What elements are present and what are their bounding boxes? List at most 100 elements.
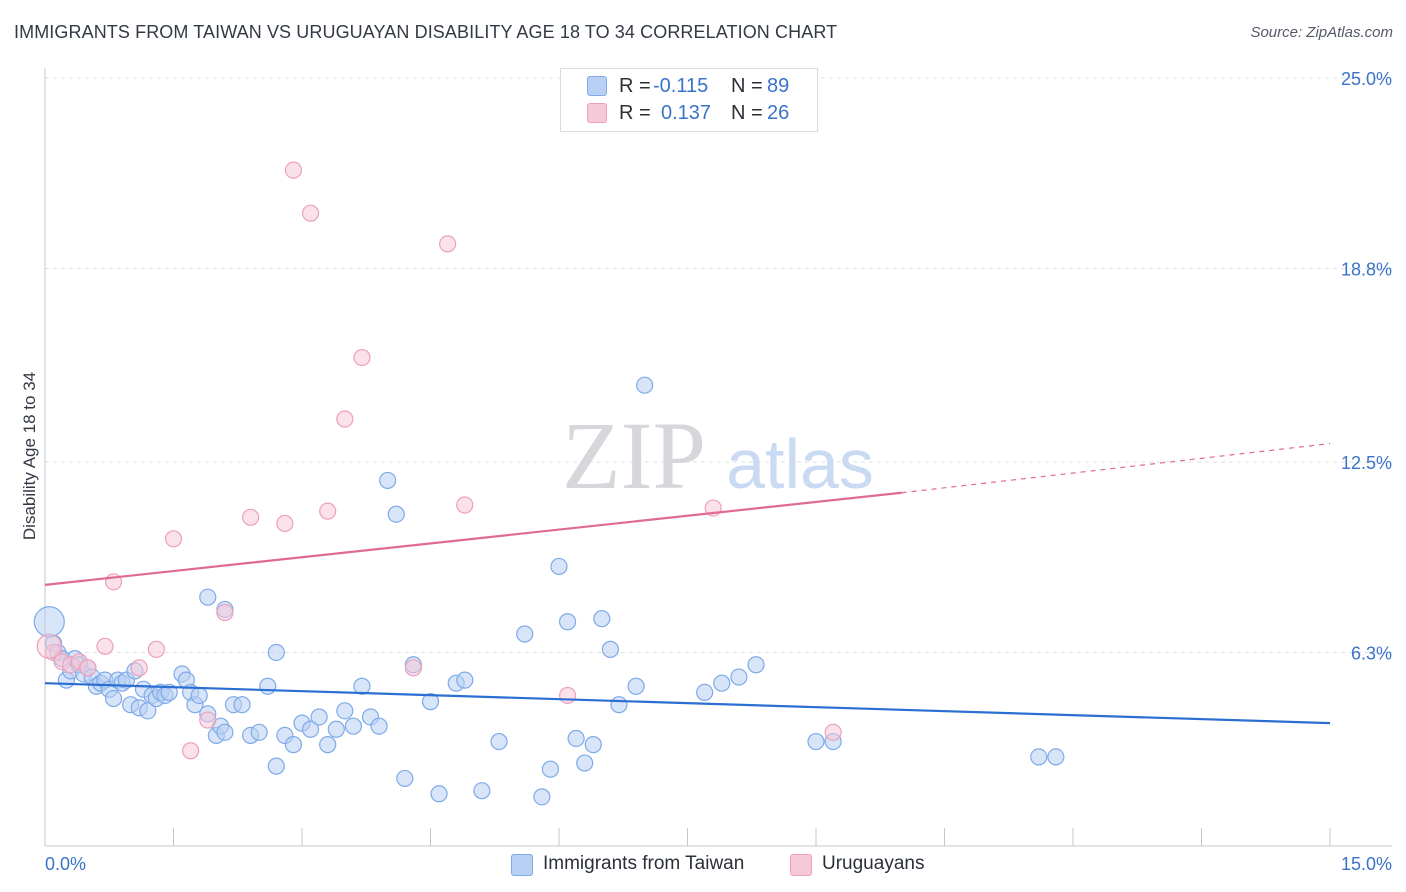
legend-n-value-uruguayans: 26 [767,102,790,124]
axes [44,68,1392,847]
taiwan-point-86 [199,588,217,606]
taiwan-point-54 [370,717,388,735]
uruguayans-point-7 [130,659,148,677]
taiwan-point-38 [233,696,251,714]
uruguayans-point-22 [456,496,474,514]
taiwan-point-62 [456,671,474,689]
uruguayans-point-cluster [36,633,62,659]
taiwan-point-81 [747,656,765,674]
uruguayans-point-11 [199,711,217,729]
taiwan-point-47 [310,708,328,726]
uruguayans-point-5 [96,637,114,655]
legend-n-label: N = [731,75,763,97]
chart-title: IMMIGRANTS FROM TAIWAN VS URUGUAYAN DISA… [14,22,838,42]
x-tick-label-min: 0.0% [45,854,86,874]
watermark-zip: ZIP [562,402,706,509]
uruguayans-point-19 [353,348,371,367]
legend-r-label: R = [619,102,651,124]
uruguayans-point-14 [276,514,294,533]
bottom-legend-label-taiwan: Immigrants from Taiwan [543,853,745,874]
taiwan-point-80 [730,668,748,686]
taiwan-point-69 [558,613,577,631]
taiwan-point-42 [267,757,285,775]
taiwan-point-76 [627,677,645,695]
y-axis-label: Disability Age 18 to 34 [20,371,39,541]
uruguayans-point-9 [164,530,183,548]
taiwan-point-50 [336,702,354,720]
uruguayans-point-13 [242,508,260,526]
uruguayans-point-20 [404,659,422,677]
grid-lines [45,77,1392,653]
taiwan-point-75 [610,696,628,714]
taiwan-point-36 [216,723,234,741]
bottom-legend-swatch-taiwan [511,854,533,876]
taiwan-point-59 [421,693,440,711]
y-tick-label-1: 12.5% [1341,453,1392,473]
taiwan-point-48 [319,736,337,754]
watermark-atlas: atlas [726,425,874,503]
taiwan-point-46 [301,720,320,738]
uruguayans-point-15 [284,161,303,179]
taiwan-point-78 [696,683,714,702]
taiwan-point-57 [396,769,414,788]
chart-source: Source: ZipAtlas.com [1250,24,1393,41]
uruguayans-point-16 [301,204,320,222]
taiwan-point-41 [259,677,277,695]
x-tick-label-max: 15.0% [1341,854,1392,874]
uruguayans-point-25 [824,723,842,741]
y-tick-label-0: 6.3% [1351,643,1392,663]
taiwan-point-74 [601,640,620,658]
legend-r-value-taiwan: -0.115 [653,75,709,97]
taiwan-point-71 [576,754,594,772]
taiwan-point-68 [550,557,568,576]
taiwan-point-51 [344,717,362,735]
trend-line-uruguayans [44,491,902,586]
y-tick-label-2: 18.8% [1341,259,1392,279]
y-tick-label-3: 25.0% [1341,69,1392,89]
y-tick-labels: 6.3% 12.5% 18.8% 25.0% [1341,69,1392,663]
legend-n-value-taiwan: 89 [767,75,790,97]
taiwan-point-79 [713,674,731,692]
trend-lines [44,442,1331,725]
taiwan-point-64 [490,732,508,751]
taiwan-point-88 [267,643,285,662]
taiwan-point-32 [190,686,208,705]
series-taiwan-points [33,376,1065,806]
trend-line-uruguayans-projection [901,442,1331,494]
taiwan-point-55 [379,471,397,490]
series-uruguayans-points [36,161,842,760]
taiwan-point-60 [430,785,448,803]
taiwan-point-77 [636,376,654,394]
legend-n-label: N = [731,102,763,124]
uruguayans-point-21 [439,235,457,253]
legend-swatch-taiwan [587,76,607,96]
taiwan-point-44 [284,736,303,754]
taiwan-point-84 [1030,748,1048,766]
uruguayans-point-18 [336,410,354,428]
watermark: ZIP atlas [562,402,874,509]
taiwan-point-73 [593,610,611,628]
uruguayans-point-12 [216,603,234,622]
taiwan-point-63 [473,782,491,800]
trend-line-taiwan [44,682,1331,725]
uruguayans-point-4 [79,659,97,677]
bottom-legend-label-uruguayans: Uruguayans [822,853,925,874]
legend-swatch-uruguayans [587,103,607,123]
legend-r-label: R = [619,75,651,97]
uruguayans-point-10 [182,742,200,760]
taiwan-point-67 [541,760,560,778]
bottom-legend-swatch-uruguayans [790,854,812,876]
taiwan-point-49 [327,720,345,738]
taiwan-point-85 [1047,748,1065,766]
taiwan-point-52 [353,677,371,695]
taiwan-point-70 [567,729,585,748]
taiwan-point-72 [584,736,602,754]
taiwan-point-40 [250,723,268,741]
uruguayans-point-23 [558,686,577,705]
taiwan-point-82 [807,732,825,751]
taiwan-point-65 [516,625,534,643]
taiwan-point-66 [533,788,551,806]
uruguayans-point-8 [147,640,165,658]
taiwan-point-27 [160,683,178,702]
